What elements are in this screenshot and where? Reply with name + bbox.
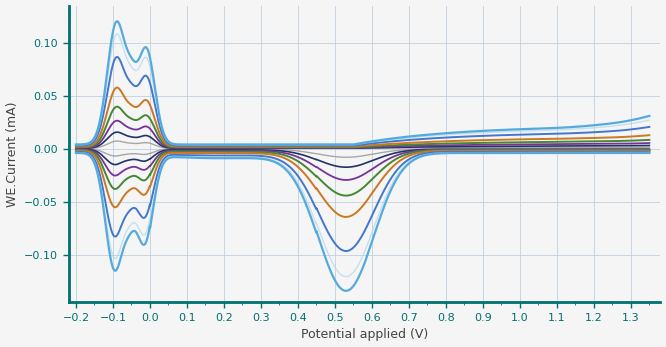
Y-axis label: WE.Current (mA): WE.Current (mA) (5, 101, 19, 207)
X-axis label: Potential applied (V): Potential applied (V) (301, 329, 428, 341)
